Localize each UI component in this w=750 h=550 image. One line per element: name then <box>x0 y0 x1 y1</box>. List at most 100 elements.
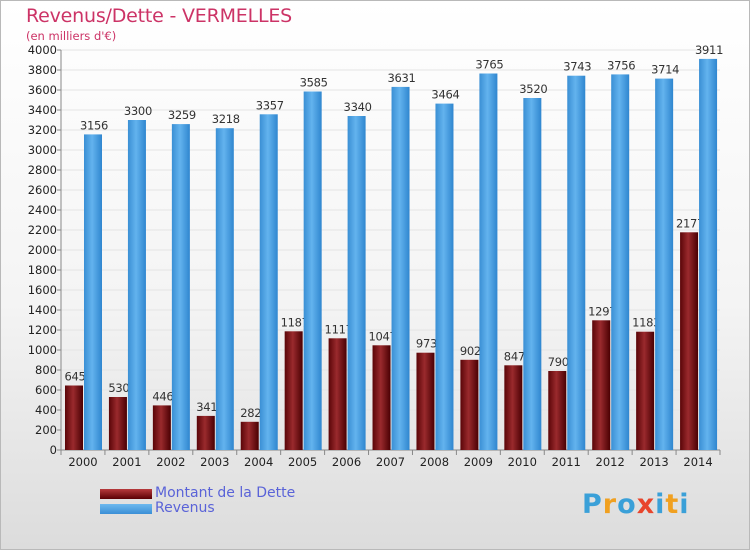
y-tick-label: 4000 <box>28 43 57 57</box>
bar-revenus <box>259 114 278 451</box>
bar-revenus <box>611 74 630 451</box>
data-label-dette: 1183 <box>632 316 660 330</box>
logo-letter: P <box>582 489 603 520</box>
data-label-revenus: 3756 <box>607 58 635 72</box>
logo-letter: o <box>617 489 637 520</box>
y-tick-label: 2600 <box>28 183 57 197</box>
bar-dette <box>460 359 479 450</box>
legend-label-dette: Montant de la Dette <box>155 485 296 501</box>
x-tick-label: 2008 <box>420 455 449 469</box>
bar-dette <box>416 352 435 450</box>
bar-revenus <box>215 128 234 450</box>
bar-revenus <box>391 86 410 451</box>
y-tick-label: 2200 <box>28 223 57 237</box>
y-tick-label: 1600 <box>28 283 57 297</box>
bar-dette <box>284 331 303 450</box>
logo-letter: r <box>602 489 618 520</box>
data-label-revenus: 3218 <box>212 112 240 126</box>
x-tick-label: 2003 <box>200 455 229 469</box>
bar-dette <box>372 345 391 450</box>
logo-letter: i <box>655 489 666 520</box>
data-label-revenus: 3464 <box>431 88 459 102</box>
data-label-dette: 1117 <box>325 322 353 336</box>
bar-revenus <box>435 103 454 450</box>
y-tick-label: 2000 <box>28 243 57 257</box>
bar-dette <box>548 371 567 450</box>
legend-item-dette: Montant de la Dette <box>100 486 295 501</box>
y-tick-label: 3200 <box>28 123 57 137</box>
y-tick-label: 800 <box>35 363 57 377</box>
data-label-dette: 973 <box>416 337 437 351</box>
data-label-revenus: 3259 <box>168 108 196 122</box>
chart-subtitle: (en milliers d'€) <box>26 29 117 43</box>
data-label-revenus: 3520 <box>519 82 547 96</box>
data-label-revenus: 3585 <box>300 76 328 90</box>
x-tick-label: 2002 <box>156 455 185 469</box>
bar-revenus <box>479 73 498 450</box>
logo-letter: t <box>665 489 680 520</box>
y-tick-label: 1200 <box>28 323 57 337</box>
x-tick-label: 2014 <box>683 455 712 469</box>
x-tick-label: 2007 <box>376 455 405 469</box>
y-tick-label: 3800 <box>28 63 57 77</box>
bar-dette <box>152 405 171 450</box>
bar-dette <box>196 415 215 450</box>
data-label-revenus: 3765 <box>475 58 503 72</box>
x-tick-label: 2009 <box>464 455 493 469</box>
x-tick-label: 2006 <box>332 455 361 469</box>
bar-dette <box>240 421 259 450</box>
bar-dette <box>636 331 655 450</box>
y-tick-label: 200 <box>35 423 57 437</box>
bar-revenus <box>127 120 146 450</box>
bar-dette <box>65 385 83 450</box>
chart-title: Revenus/Dette - VERMELLES <box>26 5 293 27</box>
data-label-dette: 446 <box>152 389 173 403</box>
bar-dette <box>108 397 127 450</box>
y-tick-label: 2400 <box>28 203 57 217</box>
proxiti-logo: Proxiti <box>582 489 690 520</box>
data-label-revenus: 3340 <box>344 100 372 114</box>
y-tick-label: 0 <box>50 443 57 457</box>
x-tick-label: 2005 <box>288 455 317 469</box>
legend-item-revenus: Revenus <box>100 501 295 516</box>
bar-revenus <box>655 78 674 450</box>
bar-revenus <box>303 91 322 450</box>
data-label-revenus: 3714 <box>651 63 679 77</box>
x-tick-label: 2001 <box>112 455 141 469</box>
y-tick-label: 3000 <box>28 143 57 157</box>
bar-dette <box>680 232 699 450</box>
data-label-dette: 282 <box>240 406 261 420</box>
x-tick-label: 2010 <box>508 455 537 469</box>
data-label-revenus: 3357 <box>256 98 284 112</box>
x-tick-label: 2011 <box>552 455 581 469</box>
data-label-dette: 341 <box>196 400 217 414</box>
data-label-dette: 902 <box>460 344 481 358</box>
legend-swatch-dette <box>100 488 152 499</box>
y-tick-label: 400 <box>35 403 57 417</box>
bar-revenus <box>567 75 586 450</box>
data-label-revenus: 3743 <box>563 60 591 74</box>
bar-revenus <box>347 116 366 450</box>
y-tick-label: 1000 <box>28 343 57 357</box>
data-label-dette: 1047 <box>368 329 396 343</box>
data-label-dette: 1297 <box>588 304 616 318</box>
data-label-dette: 790 <box>548 355 569 369</box>
y-tick-label: 1400 <box>28 303 57 317</box>
x-tick-label: 2004 <box>244 455 273 469</box>
y-tick-label: 1800 <box>28 263 57 277</box>
data-label-dette: 2177 <box>676 216 704 230</box>
legend-swatch-revenus <box>100 503 152 514</box>
data-label-dette: 1187 <box>281 315 309 329</box>
x-tick-label: 2000 <box>68 455 97 469</box>
y-tick-label: 600 <box>35 383 57 397</box>
y-tick-label: 3400 <box>28 103 57 117</box>
legend-label-revenus: Revenus <box>155 500 215 516</box>
bar-revenus <box>699 58 718 451</box>
y-tick-label: 3600 <box>28 83 57 97</box>
data-label-dette: 847 <box>504 349 525 363</box>
bar-revenus <box>523 98 542 450</box>
data-label-revenus: 3156 <box>80 118 108 132</box>
logo-letter: x <box>636 489 656 520</box>
bar-dette <box>592 320 611 450</box>
x-tick-label: 2013 <box>639 455 668 469</box>
